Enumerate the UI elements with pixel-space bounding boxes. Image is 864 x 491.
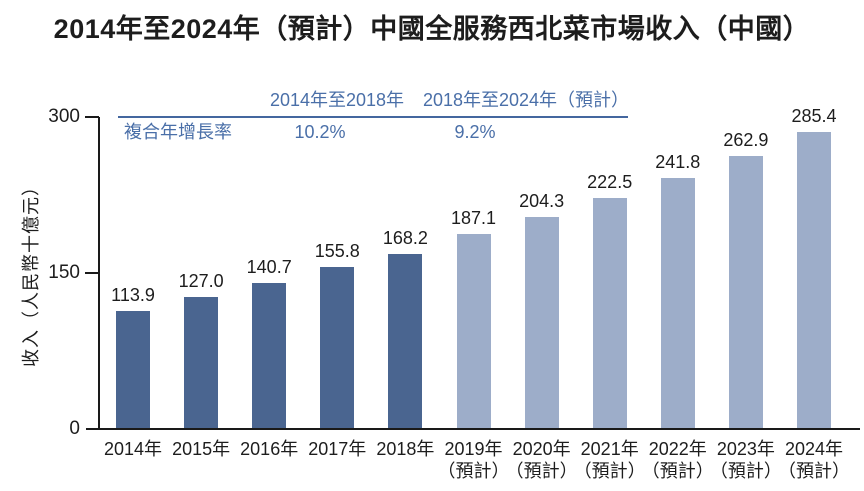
cagr-period-1-header: 2014年至2018年 xyxy=(269,90,405,110)
bar-2014年 xyxy=(116,310,150,428)
bar-value-label: 140.7 xyxy=(246,256,292,277)
bar-value-label: 262.9 xyxy=(723,129,769,150)
x-tick-label: 2016年 xyxy=(240,439,299,459)
cagr-table-rule xyxy=(118,116,628,118)
bar-value-label: 204.3 xyxy=(519,190,565,211)
x-tick-label: 2015年 xyxy=(172,439,231,459)
x-tick-label: 2024年 xyxy=(784,439,844,459)
bar-value-label: 222.5 xyxy=(587,171,633,192)
x-tick-sublabel: （預計） xyxy=(573,461,646,481)
x-tick-sublabel: （預計） xyxy=(505,461,578,481)
x-tick-sublabel: （預計） xyxy=(778,461,850,481)
bar-2016年 xyxy=(252,282,287,428)
bar-2015年 xyxy=(184,296,219,428)
bar-value-label: 168.2 xyxy=(382,228,428,249)
cagr-period-2-value: 9.2% xyxy=(454,122,496,142)
x-tick-label: 2018年 xyxy=(376,439,435,459)
cagr-period-1-value: 10.2% xyxy=(294,122,346,142)
bar-2017年 xyxy=(320,266,355,428)
bar-value-label: 127.0 xyxy=(178,270,224,291)
x-tick-sublabel: （預計） xyxy=(709,461,782,481)
x-tick-sublabel: （預計） xyxy=(641,461,714,481)
x-tick-label: 2014年 xyxy=(103,439,163,459)
x-tick-label: 2019年 xyxy=(444,439,503,459)
x-tick-label: 2022年 xyxy=(648,439,707,459)
y-axis-line xyxy=(98,117,100,429)
bar-2019年 xyxy=(456,234,491,428)
x-tick-sublabel: （預計） xyxy=(437,461,510,481)
y-tick-label: 150 xyxy=(48,262,80,283)
bar-value-label: 241.8 xyxy=(655,151,701,172)
bar-2018年 xyxy=(388,254,423,428)
bar-2024年 xyxy=(797,132,831,428)
x-tick-label: 2017年 xyxy=(308,439,367,459)
bar-value-label: 155.8 xyxy=(314,240,360,261)
bar-value-label: 187.1 xyxy=(450,208,497,229)
y-tick-mark xyxy=(85,272,99,274)
bar-value-label: 113.9 xyxy=(111,284,155,305)
bar-2022年 xyxy=(660,177,695,428)
y-tick-label: 0 xyxy=(69,418,80,439)
cagr-period-2-header: 2018年至2024年（預計） xyxy=(422,90,630,110)
x-tick-label: 2020年 xyxy=(512,439,571,459)
bar-2020年 xyxy=(524,216,559,428)
cagr-row-label: 複合年增長率 xyxy=(124,122,232,142)
x-axis-line xyxy=(86,428,860,430)
x-tick-label: 2021年 xyxy=(580,439,639,459)
bar-2021年 xyxy=(592,197,627,428)
y-tick-mark xyxy=(85,116,99,118)
bar-2023年 xyxy=(728,155,763,428)
x-tick-label: 2023年 xyxy=(716,439,775,459)
bar-value-label: 285.4 xyxy=(791,106,837,127)
y-tick-label: 300 xyxy=(48,106,80,127)
chart-title: 2014年至2024年（預計）中國全服務西北菜市場收入（中國） xyxy=(53,14,811,44)
